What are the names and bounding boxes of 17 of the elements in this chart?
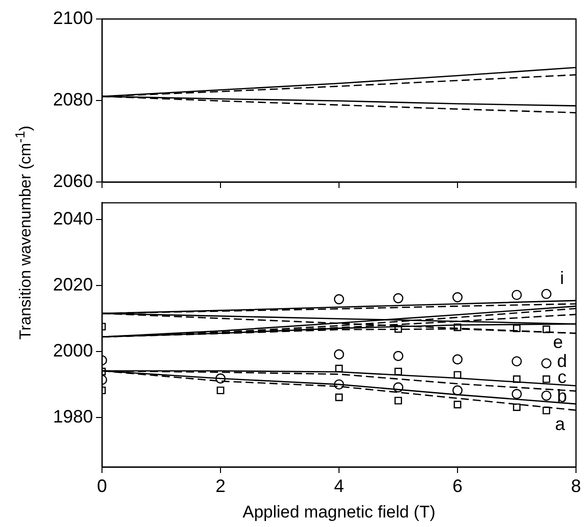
x-tick-label: 0 [96,476,108,496]
x-axis-title: Applied magnetic field (T) [242,502,436,522]
y-tick-label: 1980 [52,406,93,426]
annotation: i [560,268,564,288]
x-tick-label: 6 [452,476,463,496]
annotation: e [552,332,564,352]
y-tick-label: 2000 [52,340,93,360]
y-tick-label: 2060 [52,170,93,191]
y-tick-label: 2080 [52,89,93,110]
annotation: b [556,386,568,406]
y-tick-label: 2100 [52,8,93,28]
x-tick-label: 8 [570,476,581,496]
annotation: a [554,414,566,434]
x-tick-label: 4 [334,476,344,496]
x-tick-label: 2 [215,476,226,496]
y-tick-label: 2040 [52,208,93,228]
y-tick-label: 2020 [52,274,93,294]
